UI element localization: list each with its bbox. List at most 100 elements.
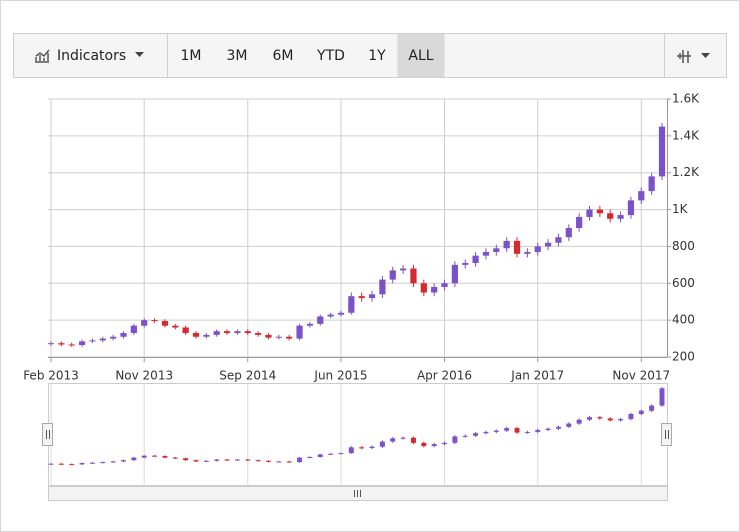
candle-body (399, 268, 407, 271)
candle-body (565, 228, 572, 238)
candle-body (462, 435, 468, 437)
candle-body (296, 325, 303, 339)
candle-body (379, 279, 386, 295)
handle-grip (46, 430, 50, 439)
candle-body (462, 263, 469, 265)
candle-body (390, 438, 396, 442)
candle-body (618, 419, 624, 421)
candle-body (234, 459, 240, 461)
range-button[interactable]: 1M (181, 48, 202, 64)
candle-body (648, 176, 655, 192)
candle-body (472, 255, 479, 264)
scrollbar-grip (354, 490, 361, 497)
candle-body (79, 463, 85, 465)
range-button[interactable]: 1Y (368, 48, 386, 64)
candle-body (431, 444, 437, 447)
dropdown-caret (701, 53, 710, 58)
candle-body (69, 464, 75, 466)
candle-body (152, 455, 158, 457)
candle-body (265, 460, 271, 462)
y-tick-label: 1.2K (672, 165, 700, 179)
candle-body (151, 320, 158, 322)
candle-body (327, 314, 334, 317)
candle-body (275, 336, 282, 338)
candle-body (203, 334, 210, 337)
candle-body (193, 460, 199, 462)
y-tick-label: 200 (672, 350, 695, 364)
crosshair-button[interactable] (677, 50, 710, 63)
navigator-handle[interactable] (661, 423, 672, 446)
x-tick-label: Jun 2015 (313, 369, 367, 383)
candle-body (286, 336, 293, 339)
y-tick-label: 600 (672, 276, 695, 290)
candle-body (359, 447, 365, 449)
candle-body (255, 460, 261, 462)
indicators-label: Indicators (57, 48, 126, 64)
candle-body (234, 331, 241, 334)
navigator-handle[interactable] (42, 423, 53, 446)
candle-body (224, 459, 230, 461)
candle-body (638, 410, 644, 414)
candle-body (89, 340, 96, 342)
candle-body (131, 457, 137, 461)
candle-body (265, 334, 272, 338)
candle-body (410, 437, 416, 443)
candle-body (535, 430, 541, 432)
handle-grip (665, 430, 669, 439)
candle-body (628, 413, 634, 420)
range-label: 1Y (368, 48, 386, 64)
toolbar-bg (13, 33, 727, 78)
candle-body (513, 240, 521, 254)
y-tick-label: 1K (672, 202, 689, 216)
candle-body (576, 419, 582, 424)
range-button[interactable]: YTD (316, 48, 345, 64)
indicators-button[interactable]: Indicators (35, 48, 144, 64)
candle-body (141, 320, 148, 326)
candle-body (255, 333, 262, 335)
candle-body (172, 325, 179, 328)
candle-body (658, 126, 666, 177)
candle-body (442, 442, 448, 445)
candle-body (348, 447, 354, 454)
dropdown-caret (135, 52, 144, 57)
candle-body (649, 405, 655, 411)
candle-body (120, 333, 127, 337)
candle-body (358, 296, 365, 299)
candle-body (192, 333, 200, 337)
candle-body (421, 442, 427, 447)
candle-body (306, 323, 314, 326)
candle-body (534, 246, 541, 252)
range-button[interactable]: 6M (273, 48, 294, 64)
candle-body (317, 454, 323, 457)
candle-body (451, 264, 458, 284)
candle-body (587, 417, 592, 420)
candle-body (348, 296, 355, 313)
candles (47, 122, 666, 347)
candle-body (183, 458, 189, 461)
candle-body (483, 431, 489, 434)
candle-body (597, 417, 603, 419)
candle-body (244, 331, 251, 334)
candle-body (379, 441, 385, 447)
range-label: ALL (408, 48, 433, 64)
candle-body (482, 251, 490, 256)
candle-body (58, 463, 64, 465)
candle-body (617, 215, 624, 219)
candle-body (596, 209, 603, 214)
crosshair-icon (677, 50, 691, 63)
range-button[interactable]: ALL (397, 34, 445, 77)
candle-body (493, 430, 499, 432)
candle-body (389, 270, 396, 280)
handle-box (42, 423, 53, 446)
candle-body (555, 237, 562, 243)
x-tick-label: Jan 2017 (510, 369, 564, 383)
range-button[interactable]: 3M (227, 48, 248, 64)
x-tick-label: Feb 2013 (23, 369, 79, 383)
candle-body (297, 457, 303, 463)
x-tick-label: Apr 2016 (417, 369, 472, 383)
candle-body (420, 283, 427, 293)
candle-body (203, 460, 209, 462)
candle-body (213, 331, 220, 335)
y-tick-label: 800 (672, 239, 695, 253)
candle-body (47, 343, 55, 345)
